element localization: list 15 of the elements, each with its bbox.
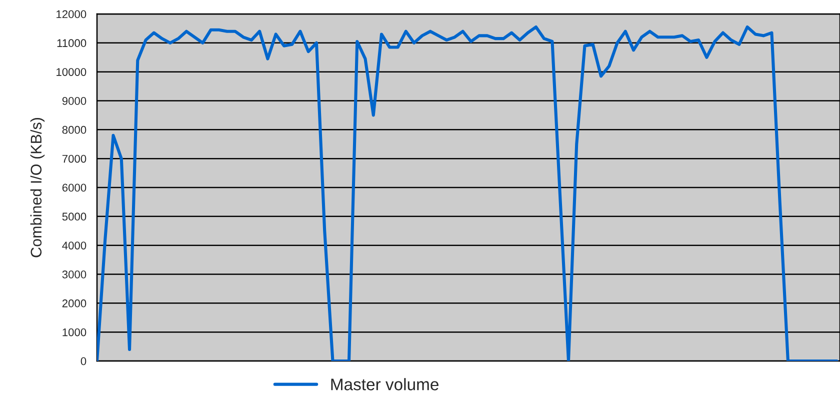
y-axis-title: Combined I/O (KB/s) bbox=[30, 118, 45, 258]
y-tick-label: 2000 bbox=[62, 299, 86, 308]
y-tick-label: 11000 bbox=[57, 39, 86, 48]
y-tick-label: 12000 bbox=[56, 10, 86, 18]
y-tick-label: 4000 bbox=[62, 242, 86, 250]
y-tick-label: 9000 bbox=[62, 97, 86, 105]
y-tick-label: 6000 bbox=[62, 184, 86, 192]
y-tick-label: 5000 bbox=[62, 212, 86, 221]
y-tick-label: 7000 bbox=[62, 154, 86, 163]
y-tick-label: 1000 bbox=[62, 328, 86, 336]
y-tick-label: 8000 bbox=[62, 126, 86, 134]
legend-label: Master volume bbox=[331, 378, 438, 390]
y-tick-label: 0 bbox=[80, 357, 86, 366]
y-tick-label: 3000 bbox=[62, 270, 86, 278]
y-tick-label: 10000 bbox=[56, 68, 86, 76]
